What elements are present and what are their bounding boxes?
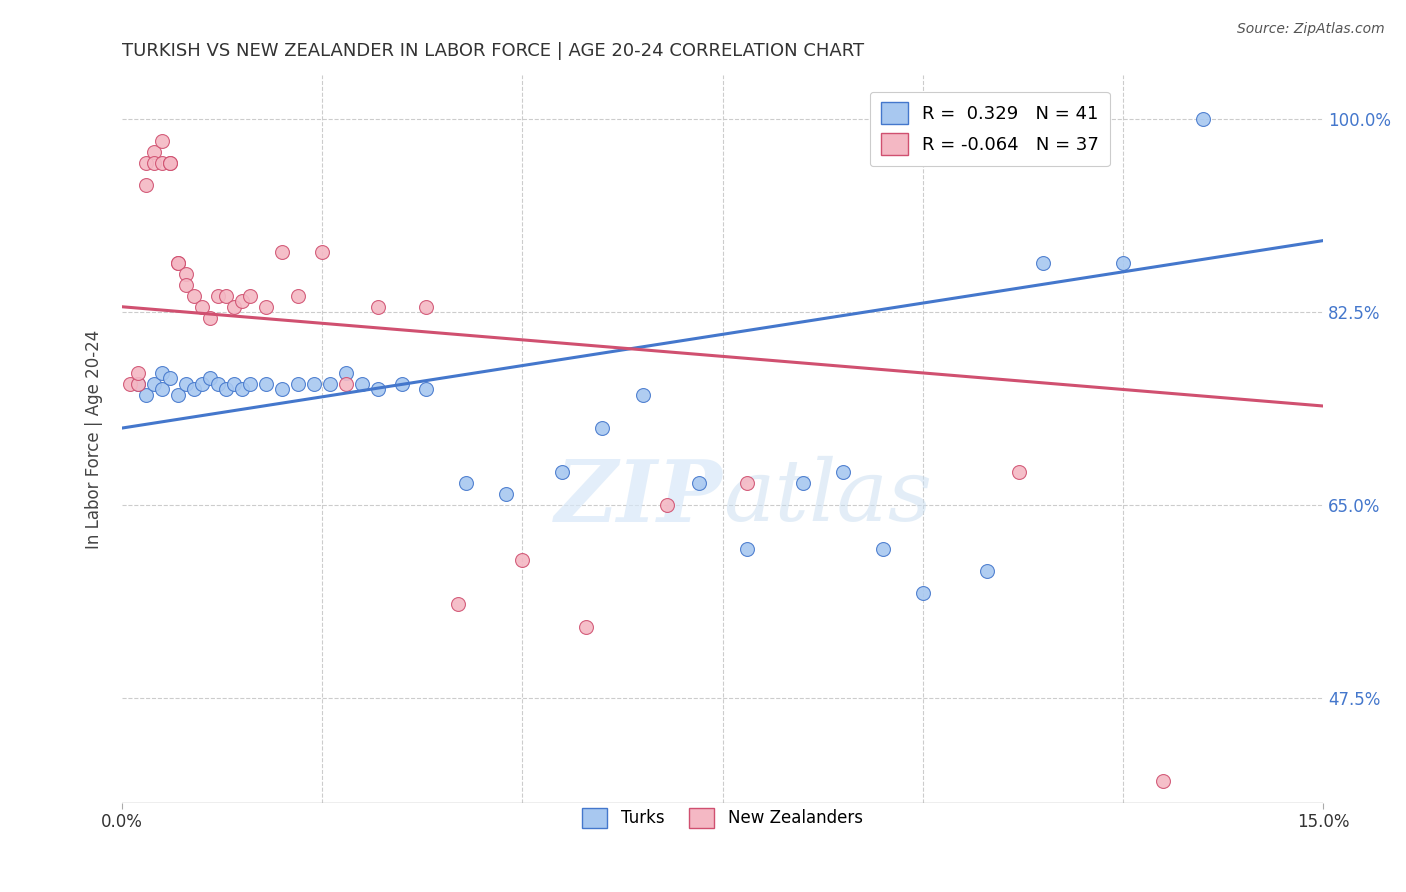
Point (150, 366, 173, 380)
Point (191, 300, 214, 314)
Point (831, 465, 853, 479)
Point (1152, 773, 1174, 788)
Point (1192, 112, 1215, 127)
Legend: Turks, New Zealanders: Turks, New Zealanders (576, 801, 869, 835)
Point (319, 376, 342, 391)
Point (239, 289, 262, 303)
Point (311, 244, 333, 259)
Point (302, 376, 325, 391)
Point (335, 376, 357, 391)
Point (159, 156, 181, 170)
Point (183, 383, 205, 397)
Point (198, 371, 221, 385)
Point (143, 156, 166, 170)
Point (287, 376, 309, 391)
Point (575, 619, 598, 633)
Point (231, 383, 253, 397)
Point (271, 383, 294, 397)
Point (592, 421, 614, 435)
Point (287, 289, 309, 303)
Point (215, 383, 238, 397)
Point (191, 376, 214, 391)
Text: ZIP: ZIP (555, 456, 723, 539)
Point (167, 255, 190, 269)
Point (872, 542, 894, 557)
Point (224, 300, 246, 314)
Point (231, 294, 253, 309)
Point (367, 383, 389, 397)
Point (911, 586, 934, 600)
Point (631, 388, 654, 402)
Point (1008, 465, 1031, 479)
Text: Source: ZipAtlas.com: Source: ZipAtlas.com (1237, 22, 1385, 37)
Point (456, 476, 478, 491)
Point (127, 366, 149, 380)
Point (150, 134, 173, 148)
Point (174, 277, 197, 292)
Point (239, 376, 262, 391)
Point (174, 267, 197, 281)
Point (415, 300, 437, 314)
Point (150, 383, 173, 397)
Point (447, 598, 470, 612)
Point (143, 145, 166, 160)
Point (1112, 255, 1135, 269)
Text: atlas: atlas (723, 456, 932, 539)
Point (207, 289, 229, 303)
Point (150, 156, 173, 170)
Point (167, 255, 190, 269)
Point (120, 376, 142, 391)
Point (183, 289, 205, 303)
Point (1032, 255, 1054, 269)
Point (215, 289, 238, 303)
Point (352, 376, 374, 391)
Point (655, 498, 678, 512)
Point (735, 542, 758, 557)
Point (735, 476, 758, 491)
Point (159, 156, 181, 170)
Point (135, 178, 157, 193)
Point (135, 156, 157, 170)
Point (495, 487, 517, 501)
Point (271, 244, 294, 259)
Y-axis label: In Labor Force | Age 20-24: In Labor Force | Age 20-24 (86, 329, 103, 549)
Point (254, 300, 277, 314)
Point (512, 553, 534, 567)
Point (135, 388, 157, 402)
Point (127, 376, 149, 391)
Point (207, 376, 229, 391)
Point (792, 476, 814, 491)
Text: TURKISH VS NEW ZEALANDER IN LABOR FORCE | AGE 20-24 CORRELATION CHART: TURKISH VS NEW ZEALANDER IN LABOR FORCE … (122, 42, 865, 60)
Point (167, 388, 190, 402)
Point (198, 310, 221, 325)
Point (367, 300, 389, 314)
Point (976, 565, 998, 579)
Point (224, 376, 246, 391)
Point (551, 465, 574, 479)
Point (143, 376, 166, 391)
Point (688, 476, 710, 491)
Point (391, 376, 413, 391)
Point (159, 371, 181, 385)
Point (415, 383, 437, 397)
Point (335, 366, 357, 380)
Point (127, 376, 149, 391)
Point (174, 376, 197, 391)
Point (254, 376, 277, 391)
